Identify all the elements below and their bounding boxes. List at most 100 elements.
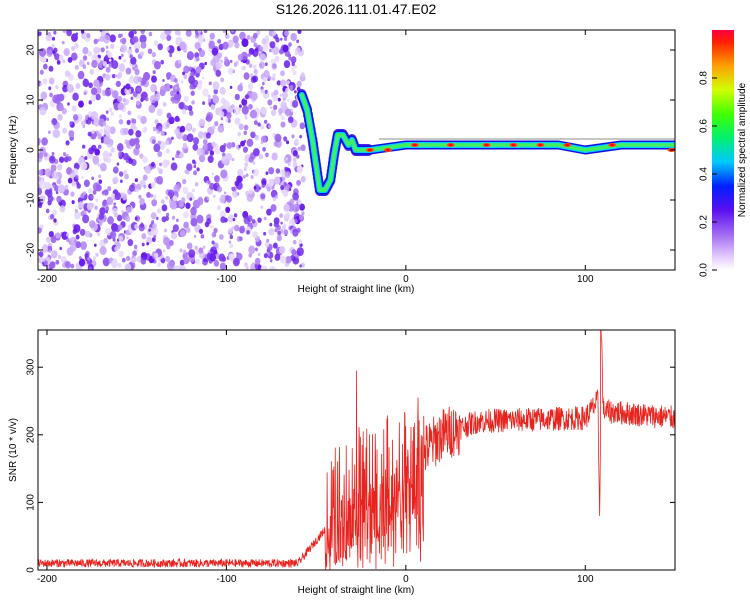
noise-blob <box>185 169 190 175</box>
noise-blob <box>259 53 267 62</box>
noise-blob <box>51 118 58 126</box>
noise-blob <box>118 63 126 72</box>
noise-blob <box>71 46 75 51</box>
noise-blob <box>142 174 148 181</box>
noise-blob <box>125 83 131 90</box>
noise-blob <box>209 32 215 40</box>
colorbar-ramp <box>712 30 734 270</box>
noise-blob <box>133 42 141 51</box>
noise-blob <box>250 131 256 139</box>
noise-blob <box>68 73 74 81</box>
noise-blob <box>63 48 70 57</box>
noise-blob <box>118 119 124 125</box>
noise-blob <box>287 53 292 58</box>
noise-blob <box>39 106 47 116</box>
noise-blob <box>62 30 67 34</box>
noise-blob <box>196 83 203 90</box>
noise-blob <box>112 166 119 174</box>
x-tick-label: 0 <box>403 574 409 585</box>
noise-blob <box>141 233 147 240</box>
noise-blob <box>126 236 129 240</box>
noise-blob <box>207 180 211 185</box>
noise-blob <box>156 175 164 185</box>
noise-blob <box>62 152 67 157</box>
noise-blob <box>179 230 186 238</box>
noise-blob <box>290 56 297 64</box>
trace-hotspot-core <box>385 148 390 152</box>
noise-blob <box>110 147 115 153</box>
noise-blob <box>268 178 275 187</box>
noise-blob <box>230 104 235 109</box>
noise-blob <box>98 174 102 179</box>
noise-blob <box>193 164 197 169</box>
noise-blob <box>286 140 290 145</box>
trace-hotspot-core <box>565 143 570 147</box>
noise-blob <box>293 64 297 69</box>
noise-blob <box>248 253 253 258</box>
noise-blob <box>171 157 175 161</box>
noise-blob <box>243 124 249 131</box>
noise-blob <box>164 228 168 233</box>
trace-hotspot-core <box>610 143 615 147</box>
noise-blob <box>152 70 156 75</box>
noise-blob <box>185 123 192 132</box>
noise-blob <box>276 80 281 86</box>
noise-blob <box>38 169 44 176</box>
noise-blob <box>287 162 291 167</box>
noise-blob <box>241 105 249 115</box>
noise-blob <box>183 74 188 80</box>
noise-blob <box>171 202 177 210</box>
noise-blob <box>273 221 280 228</box>
noise-blob <box>238 107 242 111</box>
noise-blob <box>44 168 52 177</box>
noise-blob <box>218 253 226 262</box>
colorbar-ticks: 0.0 0.2 0.4 0.6 0.8 <box>699 71 717 277</box>
noise-blob <box>219 262 227 270</box>
noise-blob <box>66 30 73 37</box>
noise-blob <box>174 86 178 90</box>
noise-blob <box>154 252 159 258</box>
noise-blob <box>193 137 200 145</box>
noise-blob <box>39 82 43 87</box>
noise-blob <box>156 166 160 171</box>
noise-blob <box>219 144 226 153</box>
noise-blob <box>134 178 138 183</box>
noise-blob <box>58 54 64 61</box>
noise-blob <box>74 208 78 213</box>
noise-blob <box>178 102 185 110</box>
noise-blob <box>211 240 215 245</box>
noise-blob <box>38 227 42 234</box>
noise-blob <box>271 230 275 236</box>
noise-blob <box>164 30 172 36</box>
noise-blob <box>231 187 236 192</box>
noise-blob <box>166 261 174 270</box>
noise-blob <box>243 130 247 136</box>
noise-blob <box>103 34 111 44</box>
noise-blob <box>45 33 53 42</box>
noise-blob <box>284 108 292 117</box>
noise-blob <box>232 35 239 44</box>
noise-blob <box>281 91 288 99</box>
noise-blob <box>294 50 299 56</box>
noise-blob <box>48 130 51 134</box>
noise-blob <box>165 140 170 146</box>
noise-blob <box>141 81 145 86</box>
noise-blob <box>206 111 214 121</box>
noise-blob <box>256 30 261 35</box>
noise-blob <box>202 101 206 105</box>
noise-blob <box>280 169 286 176</box>
noise-blob <box>196 214 204 224</box>
noise-blob <box>280 121 286 128</box>
noise-blob <box>94 205 98 210</box>
noise-blob <box>213 227 218 234</box>
noise-blob <box>58 104 64 111</box>
noise-blob <box>261 81 265 86</box>
noise-blob <box>73 224 81 233</box>
noise-blob <box>238 104 242 108</box>
noise-blob <box>202 88 209 97</box>
noise-blob <box>165 212 170 217</box>
noise-blob <box>93 38 98 45</box>
noise-blob <box>212 81 220 90</box>
